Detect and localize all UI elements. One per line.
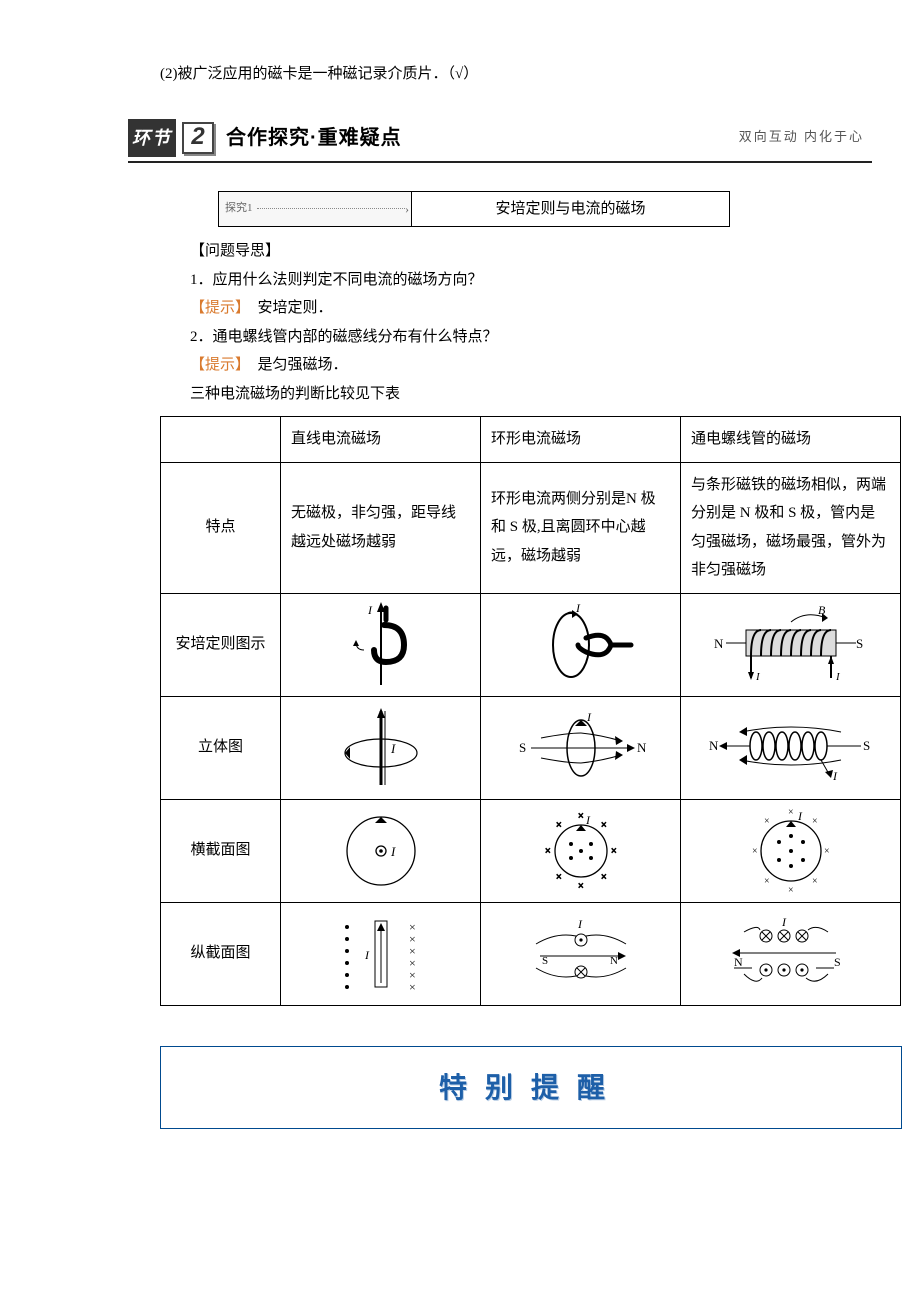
table-row-feature: 特点 无磁极，非匀强，距导线越远处磁场越弱 环形电流两侧分别是N 极和 S 极,…	[161, 462, 901, 593]
svg-text:I: I	[585, 813, 591, 827]
svg-text:×: ×	[764, 816, 770, 827]
cross-loop-icon: × × × × × × × × I	[481, 799, 681, 902]
ampere-solenoid-icon: I I N S B	[681, 593, 901, 696]
svg-text:×: ×	[812, 816, 818, 827]
top-statement: (2)被广泛应用的磁卡是一种磁记录介质片．（√）	[160, 60, 872, 89]
table-row-header: 直线电流磁场 环形电流磁场 通电螺线管的磁场	[161, 417, 901, 463]
th-loop: 环形电流磁场	[481, 417, 681, 463]
svg-text:I: I	[781, 915, 787, 929]
svg-text:I: I	[755, 671, 761, 683]
long-straight-icon: I ××× ×××	[281, 902, 481, 1005]
hint-2: 【提示】 是匀强磁场．	[160, 351, 872, 380]
svg-text:I: I	[367, 603, 373, 617]
ampere-loop-icon: I	[481, 593, 681, 696]
cross-solenoid-icon: × × × × × × × × I	[681, 799, 901, 902]
svg-text:×: ×	[824, 846, 830, 857]
feature-loop: 环形电流两侧分别是N 极和 S 极,且离圆环中心越远，磁场越弱	[481, 462, 681, 593]
svg-text:S: S	[863, 738, 870, 753]
long-loop-icon: I S N	[481, 902, 681, 1005]
th-solenoid: 通电螺线管的磁场	[681, 417, 901, 463]
threed-straight-icon: I	[281, 696, 481, 799]
threed-solenoid-icon: N S I	[681, 696, 901, 799]
row-ampere-label: 安培定则图示	[161, 593, 281, 696]
row-long-label: 纵截面图	[161, 902, 281, 1005]
svg-text:I: I	[797, 809, 803, 823]
table-row-long: 纵截面图 I ××× ××× I	[161, 902, 901, 1005]
badge-number: 2	[182, 122, 214, 154]
cross-straight-icon: I	[281, 799, 481, 902]
long-solenoid-icon: I N S	[681, 902, 901, 1005]
svg-text:S: S	[542, 955, 548, 967]
feature-straight: 无磁极，非匀强，距导线越远处磁场越弱	[281, 462, 481, 593]
topic-left-label: 探究1	[225, 198, 253, 219]
svg-text:I: I	[577, 917, 583, 931]
discussion-heading: 【问题导思】	[160, 237, 872, 266]
dotted-arrow-icon	[257, 208, 406, 209]
svg-text:×: ×	[788, 885, 794, 896]
svg-text:×: ×	[578, 881, 584, 892]
table-row-cross: 横截面图 I × × × × × × × × I	[161, 799, 901, 902]
section-header: 环节 2 合作探究·重难疑点 双向互动 内化于心	[128, 119, 872, 163]
svg-text:N: N	[714, 636, 724, 651]
row-cross-label: 横截面图	[161, 799, 281, 902]
svg-text:I: I	[364, 948, 370, 962]
feature-solenoid: 与条形磁铁的磁场相似，两端分别是 N 极和 S 极，管内是匀强磁场，磁场最强，管…	[681, 462, 901, 593]
svg-text:×: ×	[409, 980, 416, 994]
svg-text:×: ×	[611, 846, 617, 857]
hint-1-label: 【提示】	[190, 300, 243, 316]
hint-1: 【提示】 安培定则．	[160, 294, 872, 323]
svg-text:×: ×	[788, 807, 794, 818]
reminder-box: 特别提醒	[160, 1046, 902, 1129]
svg-text:I: I	[835, 671, 841, 683]
section-title: 合作探究·重难疑点	[226, 119, 402, 157]
svg-text:×: ×	[578, 811, 584, 822]
row-feature-label: 特点	[161, 462, 281, 593]
topic-right: 安培定则与电流的磁场	[412, 192, 729, 227]
section-subtitle: 双向互动 内化于心	[739, 125, 872, 150]
hint-2-label: 【提示】	[190, 357, 243, 373]
th-straight: 直线电流磁场	[281, 417, 481, 463]
th-blank	[161, 417, 281, 463]
hint-2-text: 是匀强磁场．	[243, 357, 348, 373]
svg-text:S: S	[856, 636, 863, 651]
svg-text:N: N	[610, 955, 618, 967]
question-2: 2．通电螺线管内部的磁感线分布有什么特点？	[160, 323, 872, 352]
svg-text:×: ×	[601, 820, 607, 831]
hint-1-text: 安培定则．	[243, 300, 333, 316]
question-1: 1．应用什么法则判定不同电流的磁场方向？	[160, 266, 872, 295]
svg-text:×: ×	[812, 876, 818, 887]
svg-text:×: ×	[556, 820, 562, 831]
svg-text:I: I	[575, 601, 581, 615]
svg-text:×: ×	[556, 872, 562, 883]
row-3d-label: 立体图	[161, 696, 281, 799]
svg-text:N: N	[709, 738, 719, 753]
comparison-table: 直线电流磁场 环形电流磁场 通电螺线管的磁场 特点 无磁极，非匀强，距导线越远处…	[160, 416, 901, 1006]
svg-text:S: S	[834, 955, 841, 969]
svg-text:×: ×	[752, 846, 758, 857]
table-row-ampere: 安培定则图示 I I	[161, 593, 901, 696]
svg-text:I: I	[832, 769, 838, 783]
reminder-text: 特别提醒	[439, 1072, 623, 1103]
topic-box: 探究1 安培定则与电流的磁场	[218, 191, 730, 228]
svg-text:S: S	[519, 740, 526, 755]
ampere-straight-icon: I	[281, 593, 481, 696]
svg-text:N: N	[637, 740, 647, 755]
table-lead-in: 三种电流磁场的判断比较见下表	[160, 380, 872, 409]
svg-text:I: I	[390, 844, 396, 859]
svg-text:×: ×	[764, 876, 770, 887]
svg-text:I: I	[390, 741, 396, 756]
topic-left: 探究1	[219, 192, 412, 227]
svg-text:I: I	[586, 710, 592, 724]
svg-text:N: N	[734, 955, 743, 969]
svg-text:×: ×	[601, 872, 607, 883]
table-row-3d: 立体图 I I	[161, 696, 901, 799]
svg-text:×: ×	[545, 846, 551, 857]
badge-huanjie: 环节	[128, 119, 176, 157]
threed-loop-icon: I S N	[481, 696, 681, 799]
